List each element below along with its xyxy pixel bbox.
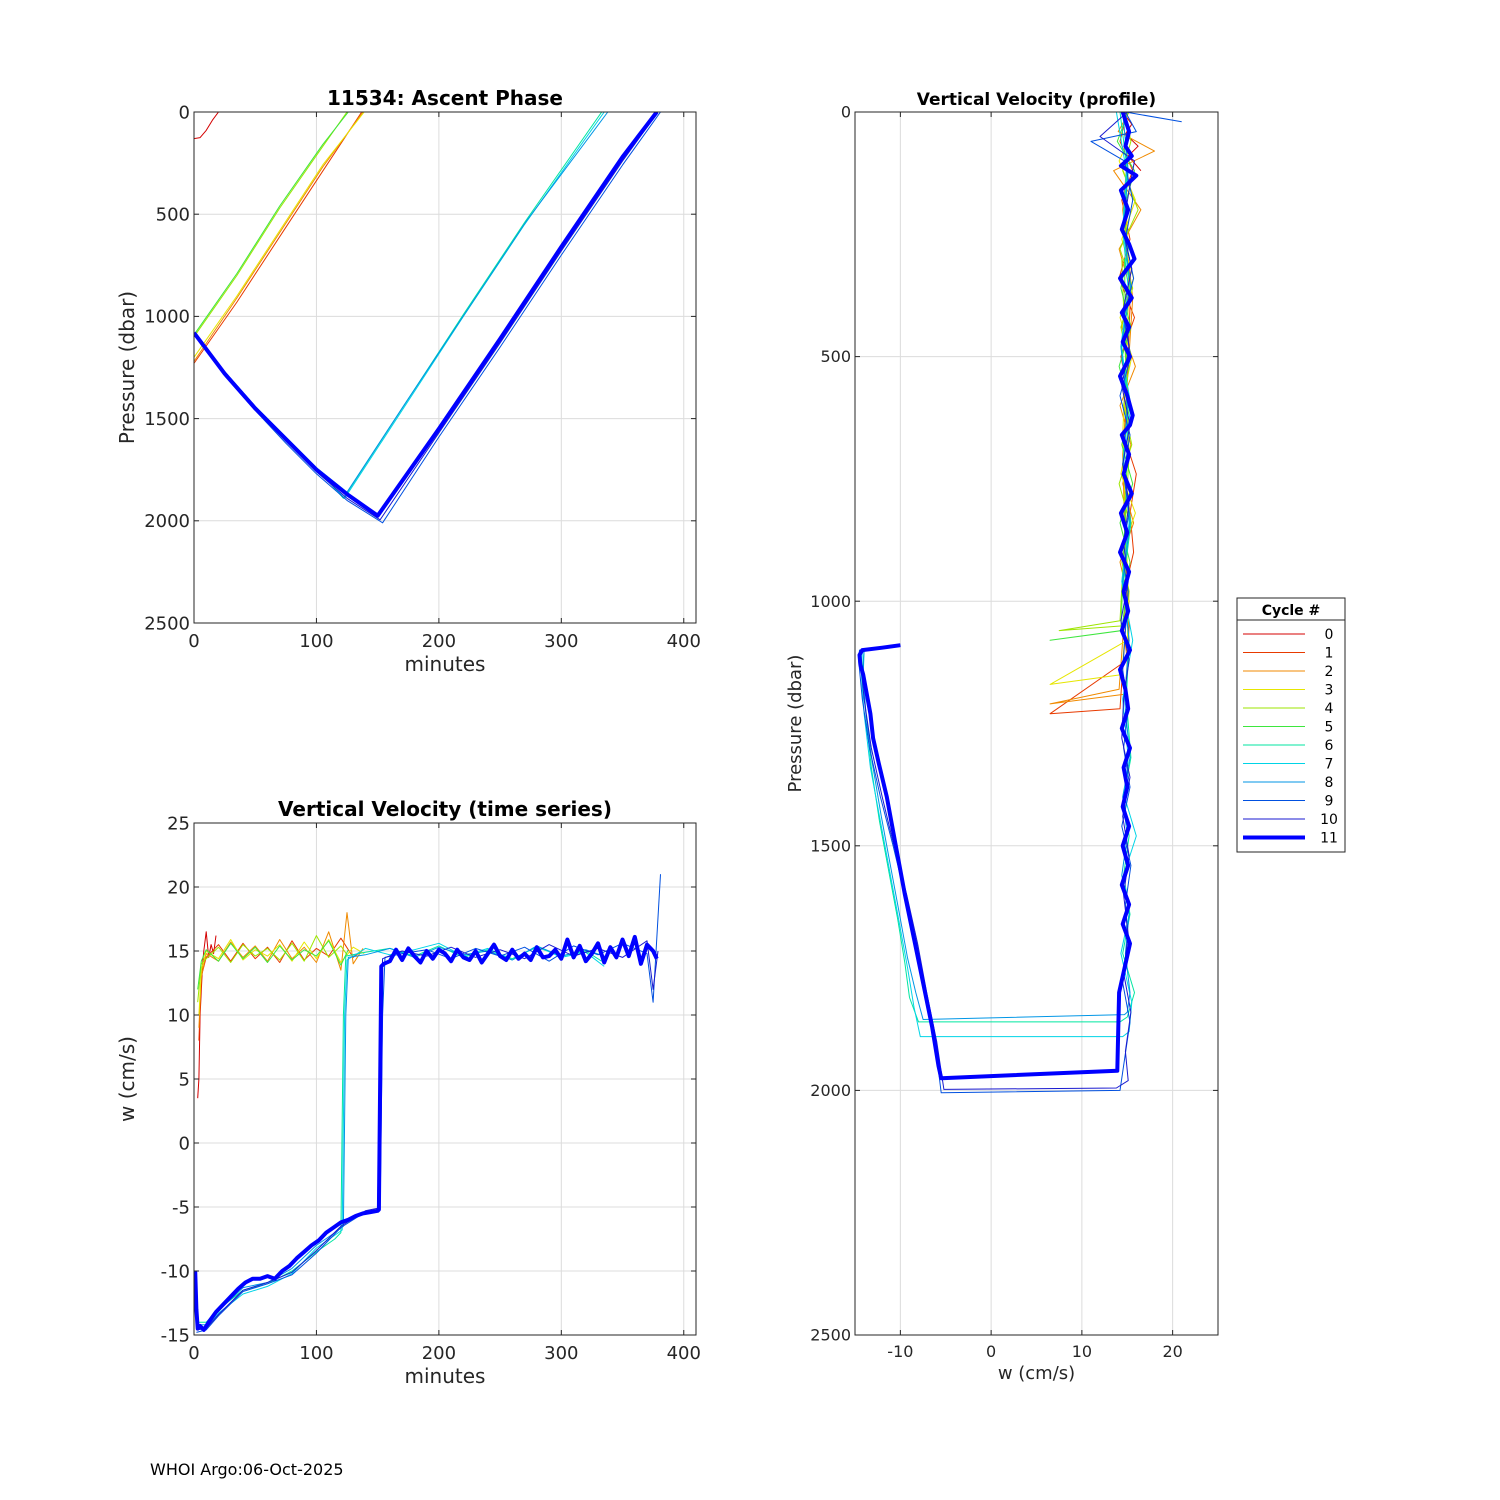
series-line-cycle-11 <box>194 934 659 1332</box>
series-group <box>857 112 1182 1094</box>
series-line-cycle-2 <box>194 112 364 362</box>
chart-title: Vertical Velocity (time series) <box>278 797 612 821</box>
y-tick-label: 10 <box>167 1005 190 1026</box>
y-tick-label: 1500 <box>810 836 851 855</box>
x-tick-label: 20 <box>1162 1342 1182 1361</box>
chart-title: Vertical Velocity (profile) <box>917 90 1156 110</box>
x-tick-label: 10 <box>1072 1342 1092 1361</box>
series-line-cycle-6 <box>196 945 602 1323</box>
legend-label-cycle-10: 10 <box>1320 812 1338 828</box>
x-tick-label: 400 <box>667 1343 701 1364</box>
velocity-profile-plot: -10 0 10 20 0 500 1000 1500 2000 2500 Vertical Vel… <box>785 90 1219 1384</box>
x-axis-label: minutes <box>405 1364 486 1388</box>
y-tick-label: 500 <box>820 347 851 366</box>
y-tick-label: 2500 <box>810 1326 851 1345</box>
x-tick-label: 200 <box>422 631 456 652</box>
series-line-cycle-6 <box>194 112 603 499</box>
y-tick-label: 0 <box>841 103 851 122</box>
series-line-cycle-10 <box>196 940 659 1331</box>
y-tick-label: 2000 <box>144 511 190 532</box>
series-line-cycle-9 <box>194 112 661 524</box>
series-line-cycle-5 <box>194 112 349 336</box>
series-line-cycle-2 <box>198 912 364 1028</box>
legend-label-cycle-5: 5 <box>1325 720 1334 736</box>
series-line-cycle-9 <box>196 874 661 1333</box>
series-line-cycle-7 <box>194 112 605 499</box>
series-line-cycle-0 <box>197 931 217 1099</box>
series-line-cycle-4 <box>194 112 348 338</box>
x-tick-label: 300 <box>544 631 578 652</box>
legend-box <box>1236 597 1346 853</box>
x-axis-label: minutes <box>405 652 486 676</box>
y-tick-label: 2000 <box>810 1081 851 1100</box>
series-line-cycle-4 <box>1058 112 1139 632</box>
legend-label-cycle-7: 7 <box>1325 757 1334 773</box>
series-line-cycle-0 <box>194 112 219 140</box>
y-tick-label: -10 <box>161 1261 190 1282</box>
legend-label-cycle-11: 11 <box>1320 831 1338 847</box>
legend-label-cycle-0: 0 <box>1325 627 1334 643</box>
velocity-time-series-plot: 0 100 200 300 400 -15 -10 -5 0 5 10 15 20 25 Vertical … <box>115 797 701 1388</box>
axes-box <box>193 111 697 624</box>
legend-label-cycle-6: 6 <box>1325 738 1334 754</box>
y-tick-label: 2500 <box>144 613 190 634</box>
series-line-cycle-11 <box>857 112 1139 1081</box>
y-tick-label: 20 <box>167 877 190 898</box>
x-tick-label: 100 <box>299 1343 333 1364</box>
y-tick-label: 25 <box>167 813 190 834</box>
y-tick-label: 5 <box>179 1069 190 1090</box>
cycle-legend: Cycle #0 1 2 3 4 5 6 7 8 9 10 11 <box>1236 597 1346 853</box>
legend-label-cycle-8: 8 <box>1325 775 1334 791</box>
y-axis-label: w (cm/s) <box>115 1036 139 1122</box>
x-tick-label: 0 <box>188 1343 199 1364</box>
series-line-cycle-8 <box>194 112 609 493</box>
y-tick-label: -15 <box>161 1325 190 1346</box>
series-line-cycle-3 <box>194 112 365 358</box>
y-tick-label: -5 <box>172 1197 190 1218</box>
series-line-cycle-11 <box>194 112 659 518</box>
y-tick-label: 1000 <box>810 592 851 611</box>
y-tick-label: 0 <box>179 102 190 123</box>
series-line-cycle-5 <box>197 940 349 990</box>
chart-title: 11534: Ascent Phase <box>327 86 563 110</box>
series-line-cycle-2 <box>1049 112 1155 705</box>
x-tick-label: -10 <box>887 1342 913 1361</box>
x-tick-label: 100 <box>299 631 333 652</box>
footer-credit: WHOI Argo:06-Oct-2025 <box>150 1460 344 1479</box>
y-axis-label: Pressure (dbar) <box>115 291 139 444</box>
x-tick-label: 400 <box>667 631 701 652</box>
x-tick-label: 0 <box>986 1342 996 1361</box>
y-axis-label: Pressure (dbar) <box>785 655 806 793</box>
legend-label-cycle-4: 4 <box>1325 701 1334 717</box>
legend-label-cycle-1: 1 <box>1325 646 1334 662</box>
x-axis-label: w (cm/s) <box>998 1363 1075 1384</box>
legend-title: Cycle # <box>1262 603 1321 619</box>
x-tick-label: 0 <box>188 631 199 652</box>
legend-label-cycle-9: 9 <box>1325 794 1334 810</box>
ascent-phase-plot: 0 100 200 300 400 0 500 1000 1500 2000 2500 11534: … <box>115 86 701 676</box>
series-line-cycle-1 <box>194 112 363 364</box>
series-line-cycle-7 <box>860 112 1137 1038</box>
legend-label-cycle-3: 3 <box>1325 683 1334 699</box>
y-tick-label: 0 <box>179 1133 190 1154</box>
y-tick-label: 15 <box>167 941 190 962</box>
x-tick-label: 300 <box>544 1343 578 1364</box>
y-tick-label: 1500 <box>144 409 190 430</box>
series-line-cycle-8 <box>196 945 608 1326</box>
series-line-cycle-4 <box>197 935 348 1003</box>
y-tick-label: 500 <box>156 205 190 226</box>
x-tick-label: 200 <box>422 1343 456 1364</box>
legend-label-cycle-2: 2 <box>1325 664 1334 680</box>
series-group <box>194 112 661 524</box>
axes-box <box>854 111 1219 1336</box>
y-tick-label: 1000 <box>144 307 190 328</box>
series-group <box>194 874 661 1333</box>
